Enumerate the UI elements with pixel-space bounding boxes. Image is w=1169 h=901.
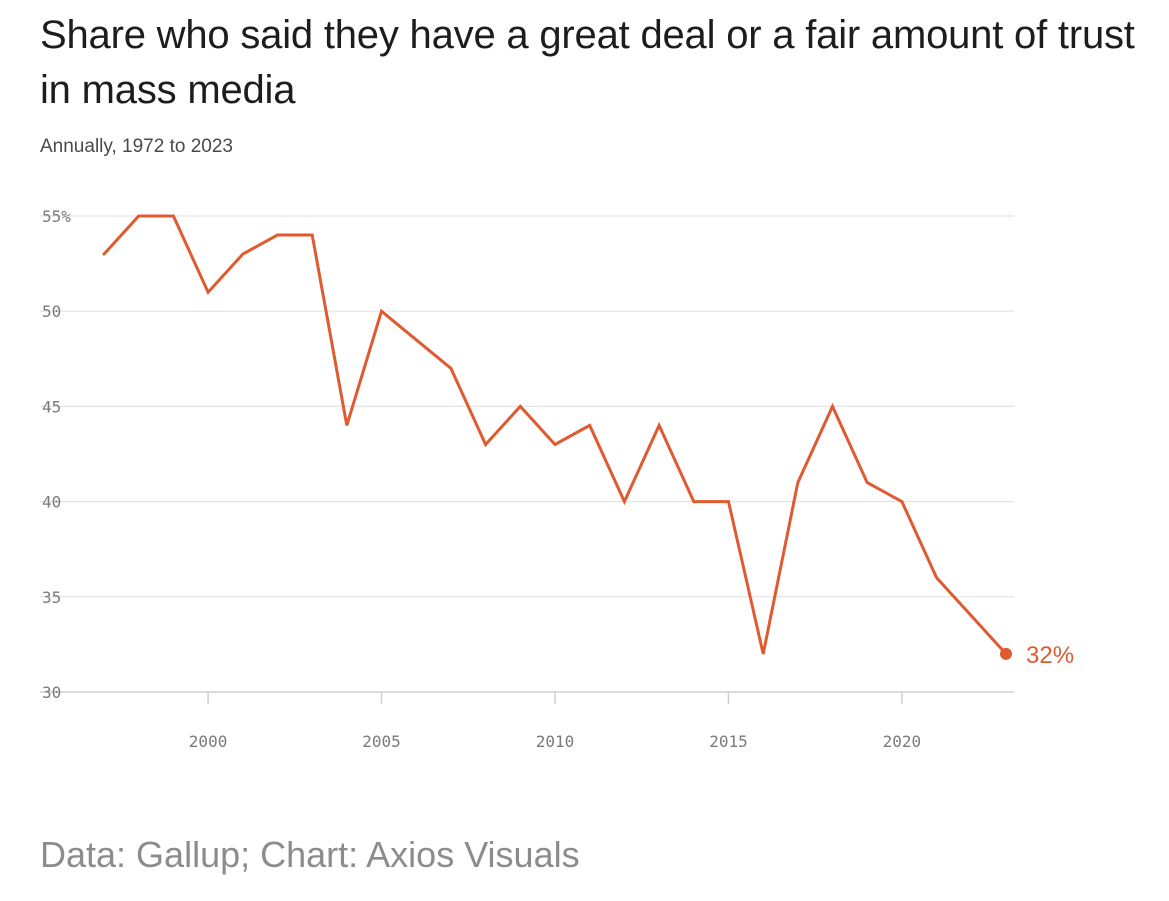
y-tick-label: 45 bbox=[42, 397, 61, 416]
y-axis-ticks: 30 35 40 45 50 55% bbox=[42, 207, 71, 702]
end-value-label: 32% bbox=[1026, 642, 1074, 669]
source-note: Data: Gallup; Chart: Axios Visuals bbox=[40, 834, 580, 875]
data-point bbox=[137, 214, 141, 218]
data-point bbox=[449, 366, 453, 370]
y-tick-label: 50 bbox=[42, 302, 61, 321]
data-point bbox=[518, 404, 522, 408]
data-point bbox=[726, 500, 730, 504]
y-tick-label: 30 bbox=[42, 683, 61, 702]
x-tick-label: 2015 bbox=[709, 732, 748, 751]
data-point bbox=[241, 252, 245, 256]
data-point bbox=[796, 481, 800, 485]
data-point bbox=[484, 442, 488, 446]
data-point bbox=[310, 233, 314, 237]
data-point bbox=[171, 214, 175, 218]
data-point bbox=[206, 290, 210, 294]
x-tick-label: 2010 bbox=[536, 732, 575, 751]
data-point bbox=[588, 423, 592, 427]
chart-title: Share who said they have a great deal or… bbox=[40, 13, 1135, 112]
data-point bbox=[553, 442, 557, 446]
data-point bbox=[657, 423, 661, 427]
series-layer: 32% bbox=[102, 214, 1074, 669]
y-tick-label: 55% bbox=[42, 207, 71, 226]
data-point bbox=[345, 423, 349, 427]
chart-subtitle: Annually, 1972 to 2023 bbox=[40, 136, 233, 157]
data-point bbox=[622, 500, 626, 504]
data-point bbox=[865, 481, 869, 485]
x-tick-label: 2000 bbox=[189, 732, 228, 751]
data-point bbox=[831, 404, 835, 408]
data-point bbox=[380, 309, 384, 313]
y-tick-label: 40 bbox=[42, 493, 61, 512]
x-axis-ticks: 2000 2005 2010 2015 2020 bbox=[189, 692, 921, 751]
data-point bbox=[102, 252, 106, 256]
y-tick-label: 35 bbox=[42, 588, 61, 607]
gridlines bbox=[40, 215, 1014, 693]
data-point bbox=[414, 338, 418, 342]
end-point-marker bbox=[1000, 647, 1012, 660]
data-point bbox=[275, 233, 279, 237]
data-point bbox=[761, 652, 765, 656]
data-point bbox=[935, 576, 939, 580]
x-tick-label: 2020 bbox=[883, 732, 922, 751]
data-point bbox=[900, 500, 904, 504]
x-tick-label: 2005 bbox=[362, 732, 401, 751]
data-point bbox=[692, 500, 696, 504]
data-point bbox=[969, 614, 973, 618]
series-line bbox=[102, 214, 1008, 656]
